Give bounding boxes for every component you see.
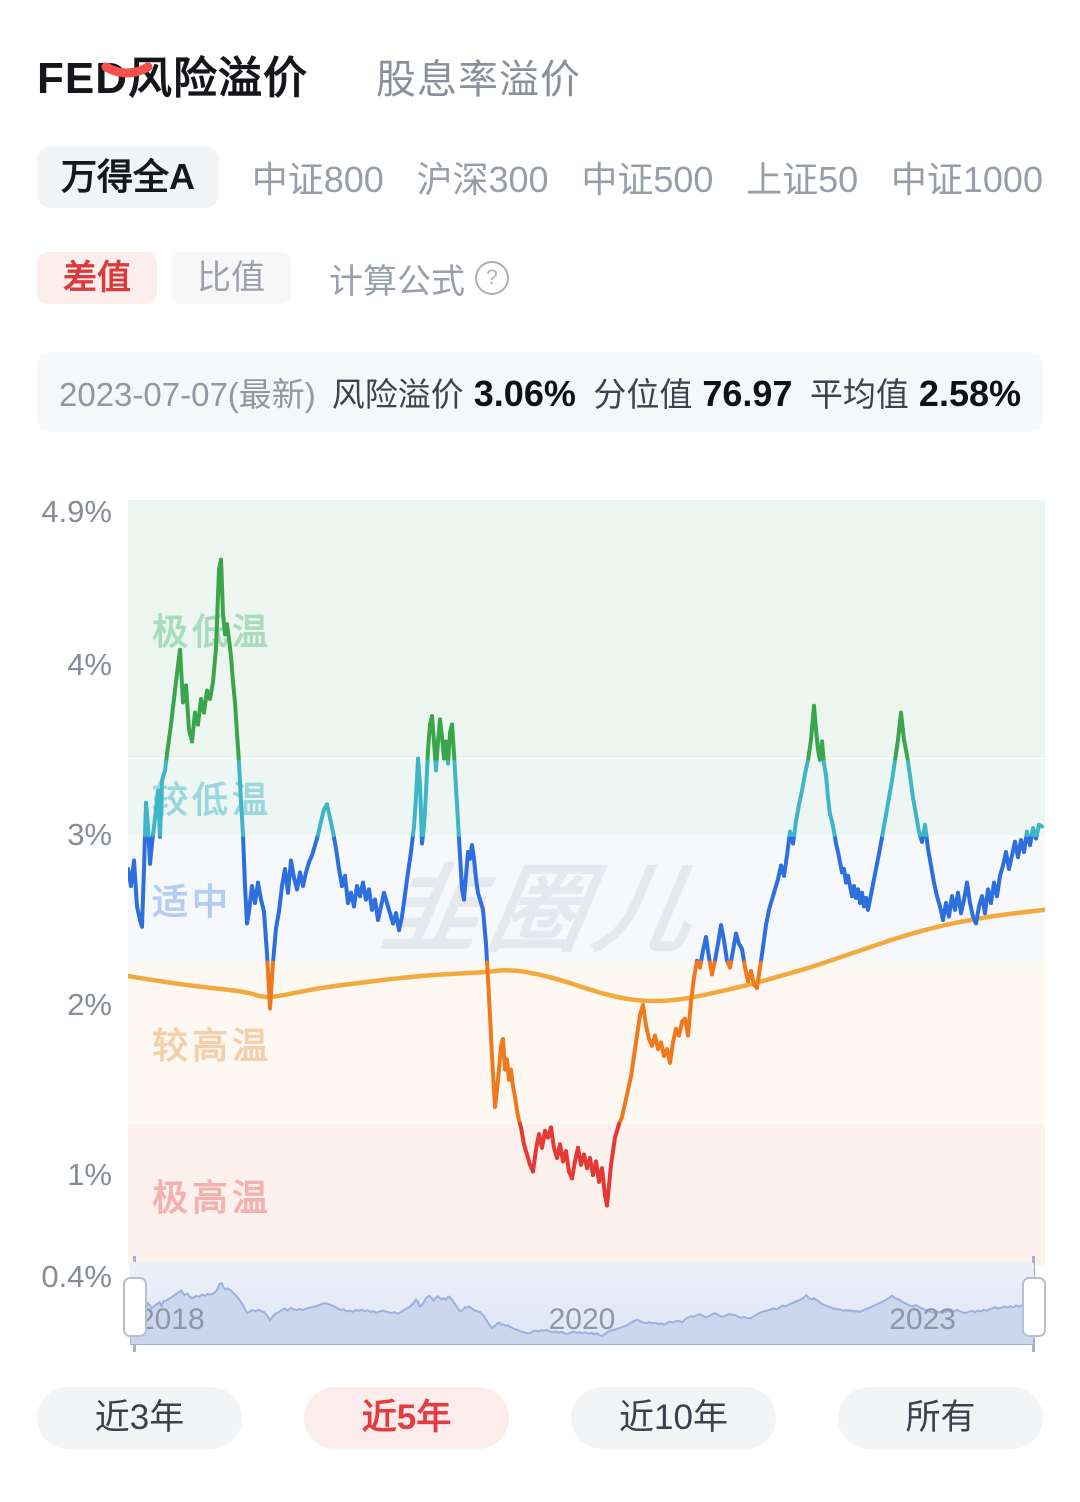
main-chart-area[interactable]: 韭圈儿 极低温 较低温 适中 较高温 极高温 — [128, 500, 1045, 1265]
active-tab-underline-icon — [101, 62, 153, 78]
index-tab-sse50[interactable]: 上证50 — [746, 159, 859, 200]
date-range-navigator[interactable]: 2018 2020 2023 — [129, 1262, 1035, 1346]
tab-fed-risk-premium[interactable]: FED风险溢价 — [37, 54, 308, 103]
mean-group: 平均值 2.58% — [794, 368, 1021, 416]
range-3y-button[interactable]: 近3年 — [37, 1387, 242, 1449]
y-tick-1%: 1% — [67, 1157, 112, 1192]
mean-label: 平均值 — [809, 376, 909, 413]
zone-band-4 — [128, 1124, 1045, 1265]
latest-premium-group: 2023-07-07(最新) 风险溢价 3.06% — [59, 368, 576, 416]
risk-premium-line-segment — [518, 1122, 621, 1208]
percentile-group: 分位值 76.97 — [577, 368, 792, 416]
index-tab-wind-all-a[interactable]: 万得全A — [37, 146, 219, 208]
zone-label-0: 极低温 — [152, 611, 273, 653]
range-5y-button[interactable]: 近5年 — [304, 1387, 509, 1449]
zone-label-2: 适中 — [152, 880, 233, 922]
mode-toggle-row: 差值 比值 计算公式 ? — [37, 252, 509, 304]
risk-premium-line-segment — [128, 833, 1039, 965]
time-range-buttons: 近3年 近5年 近10年 所有 — [37, 1387, 1043, 1449]
navigator-left-handle[interactable] — [123, 1277, 147, 1337]
y-tick-4.9%: 4.9% — [41, 494, 112, 529]
zone-label-4: 极高温 — [152, 1176, 273, 1218]
index-tab-csi800[interactable]: 中证800 — [251, 159, 384, 200]
premium-label: 风险溢价 — [331, 376, 464, 413]
average-line — [128, 907, 1045, 1004]
premium-value: 3.06% — [473, 373, 576, 414]
latest-date: 2023-07-07(最新) — [59, 376, 316, 413]
range-10y-button[interactable]: 近10年 — [571, 1387, 776, 1449]
navigator-year-2020: 2020 — [548, 1303, 616, 1336]
percentile-value: 76.97 — [702, 373, 793, 414]
y-tick-2%: 2% — [67, 987, 112, 1022]
index-selector: 万得全A 中证800 沪深300 中证500 上证50 中证1000 — [37, 146, 1043, 208]
help-icon[interactable]: ? — [475, 261, 509, 295]
risk-premium-line-segment — [143, 756, 1044, 837]
mode-ratio-button[interactable]: 比值 — [171, 252, 291, 304]
mode-difference-button[interactable]: 差值 — [37, 252, 157, 304]
index-tab-csi500[interactable]: 中证500 — [581, 159, 714, 200]
navigator-year-2018: 2018 — [138, 1303, 205, 1336]
index-tab-csi1000[interactable]: 中证1000 — [890, 159, 1043, 200]
risk-premium-line-chart — [128, 557, 1045, 1208]
y-tick-4%: 4% — [67, 647, 112, 682]
mean-value: 2.58% — [918, 373, 1021, 414]
navigator-area — [129, 1281, 1035, 1346]
y-tick-3%: 3% — [67, 817, 112, 852]
info-bar: 2023-07-07(最新) 风险溢价 3.06% 分位值 76.97 平均值 … — [37, 352, 1043, 432]
risk-premium-line-segment — [265, 960, 763, 1126]
zone-label-3: 较高温 — [152, 1025, 273, 1067]
tab-dividend-yield-premium[interactable]: 股息率溢价 — [376, 58, 581, 102]
y-tick-0.4%: 0.4% — [41, 1259, 112, 1294]
range-all-button[interactable]: 所有 — [838, 1387, 1043, 1449]
percentile-label: 分位值 — [593, 376, 693, 413]
header-tabs: FED风险溢价 股息率溢价 — [37, 42, 581, 106]
zone-band-0 — [128, 500, 1045, 759]
zone-label-1: 较低温 — [152, 778, 273, 820]
navigator-right-handle[interactable] — [1022, 1277, 1046, 1337]
formula-label[interactable]: 计算公式 — [329, 262, 465, 301]
navigator-year-2023: 2023 — [889, 1303, 956, 1336]
navigator-mini-chart — [129, 1281, 1035, 1346]
risk-premium-line-segment — [164, 557, 910, 761]
index-tab-hs300[interactable]: 沪深300 — [416, 159, 549, 200]
